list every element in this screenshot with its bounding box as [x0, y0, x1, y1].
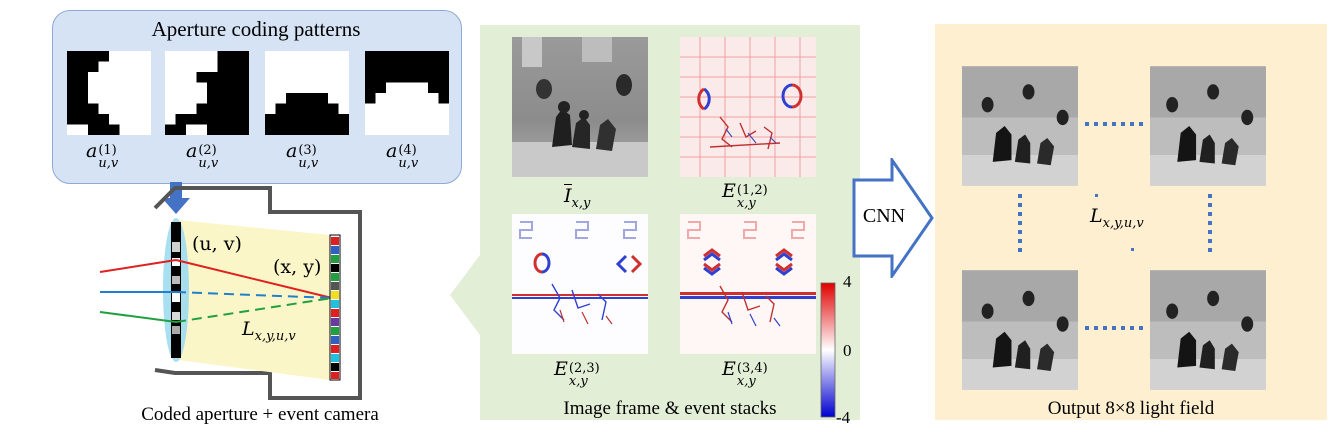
light-field-label-output: Lx,y,u,v	[1090, 205, 1144, 231]
event-stack-2-3	[512, 214, 648, 354]
camera-body	[153, 186, 362, 400]
aperture-panel-title: Aperture coding patterns	[151, 17, 361, 41]
pattern-to-aperture-arrow	[162, 182, 190, 214]
event-stack-1-2	[680, 37, 816, 177]
aperture-pattern-4	[365, 51, 449, 135]
event-stack-3-4	[680, 214, 816, 354]
pattern-label-4: a (4) u,v	[386, 140, 419, 172]
cnn-arrow	[852, 158, 934, 278]
event-colorbar	[820, 282, 836, 418]
light-cone	[178, 220, 330, 380]
coded-aperture-camera-diagram	[99, 182, 362, 400]
output-panel-caption: Output 8×8 light field	[1047, 398, 1215, 419]
colorbar-max: 4	[843, 272, 852, 291]
xy-label: (x, y)	[273, 256, 322, 278]
light-field-view-bottom-left	[962, 270, 1078, 390]
pattern-label-2: a (2) u,v	[186, 140, 219, 172]
light-field-label-camera: Lx,y,u,v	[242, 318, 296, 344]
colorbar-min: -4	[836, 408, 851, 427]
event-panel-caption: Image frame & event stacks	[563, 398, 777, 419]
event-stack-label-2-3: E (2,3) x,y	[554, 358, 600, 390]
light-field-view-top-right	[1150, 66, 1266, 186]
image-frame	[512, 37, 648, 177]
light-field-view-top-left	[962, 66, 1078, 186]
image-frame-label: Ix,y	[564, 184, 591, 211]
aperture-pattern-1	[67, 51, 151, 135]
pattern-label-1: a (1) u,v	[86, 140, 119, 172]
pattern-label-3: a (3) u,v	[286, 140, 319, 172]
cnn-label: CNN	[862, 205, 906, 227]
colorbar-mid: 0	[843, 341, 852, 360]
aperture-pattern-3	[265, 51, 349, 135]
event-stack-label-3-4: E (3,4) x,y	[722, 358, 768, 390]
camera-caption: Coded aperture + event camera	[141, 404, 379, 425]
light-field-dots	[1018, 122, 1212, 330]
event-stack-label-1-2: E (1,2) x,y	[722, 180, 768, 212]
light-field-view-bottom-right	[1150, 270, 1266, 390]
uv-label: (u, v)	[192, 233, 242, 255]
aperture-pattern-2	[165, 51, 249, 135]
event-sensor	[329, 234, 341, 381]
